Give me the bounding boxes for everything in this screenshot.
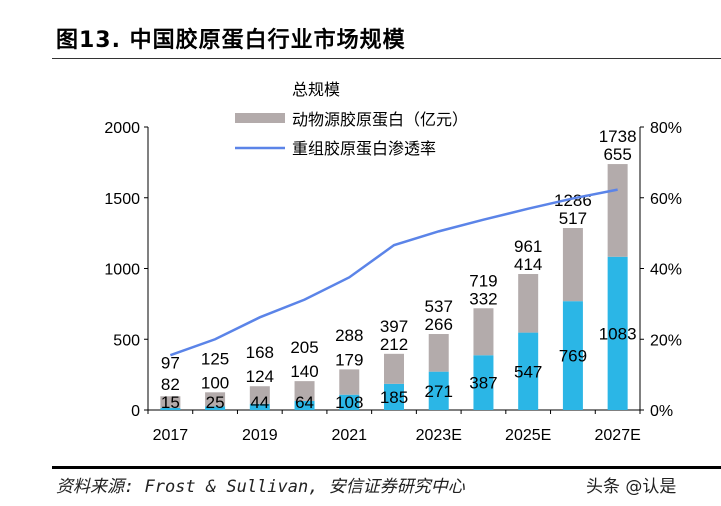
label-total: 719 [469,271,497,290]
label-total: 1738 [599,127,637,146]
bar-recombinant [205,406,226,410]
label-animal-derived: 179 [335,350,363,369]
bar-animal-derived [473,308,494,356]
legend-swatch-animal-derived [235,113,285,123]
bar-animal-derived [339,369,360,395]
label-animal-derived: 414 [514,255,542,274]
bar-recombinant [518,332,539,410]
x-tick-label: 2019 [242,427,278,444]
label-total: 537 [425,297,453,316]
chart-title: 图13. 中国胶原蛋白行业市场规模 [56,28,406,53]
label-total: 397 [380,317,408,336]
bar-recombinant [160,407,181,410]
bar-animal-derived [160,396,181,408]
x-tick-label: 2025E [505,427,551,444]
bar-recombinant [339,394,360,410]
bar-recombinant [294,400,315,410]
label-animal-derived: 266 [425,315,453,334]
label-total: 125 [201,349,229,368]
label-recombinant: 185 [380,388,408,407]
label-total: 168 [246,343,274,362]
x-tick-label: 2017 [153,427,189,444]
y2-tick-label: 80% [650,120,682,137]
label-recombinant: 15 [161,393,180,412]
x-tick-label: 2023E [416,427,462,444]
legend-penetration-label: 重组胶原蛋白渗透率 [292,139,436,158]
bar-animal-derived [384,353,404,384]
bar-animal-derived [428,334,449,372]
label-animal-derived: 140 [290,362,318,381]
label-recombinant: 64 [295,393,314,412]
source-note: 资料来源: Frost & Sullivan, 安信证券研究中心 [56,477,465,497]
title-divider [52,58,721,59]
label-animal-derived: 655 [603,145,631,164]
line-penetration-rate [169,188,618,357]
y-tick-label: 2000 [104,120,140,137]
bar-recombinant [607,256,628,410]
label-animal-derived: 124 [246,367,274,386]
bar-animal-derived [518,274,539,333]
label-total: 205 [290,338,318,357]
footer-divider [52,466,721,469]
y2-tick-label: 20% [650,332,682,349]
watermark: 头条 @认是 [586,477,677,497]
bar-animal-derived [562,228,583,302]
bar-recombinant [384,383,404,410]
bar-animal-derived [205,392,226,407]
label-recombinant: 271 [425,382,453,401]
y-tick-label: 1000 [104,262,140,279]
bar-animal-derived [607,164,628,257]
y-tick-label: 0 [131,403,140,420]
y-tick-label: 1500 [104,191,140,208]
label-animal-derived: 517 [559,209,587,228]
label-recombinant: 387 [469,374,497,393]
bar-recombinant [428,371,449,410]
bar-recombinant [249,403,270,410]
label-animal-derived: 212 [380,335,408,354]
x-tick-label: 2027E [595,427,641,444]
label-recombinant: 1083 [599,324,637,343]
y2-tick-label: 60% [650,191,682,208]
bar-recombinant [562,301,583,410]
y-tick-label: 500 [113,332,140,349]
label-recombinant: 25 [206,393,225,412]
label-total: 288 [335,326,363,345]
y2-tick-label: 0% [650,403,673,420]
y2-tick-label: 40% [650,262,682,279]
legend-total-label: 总规模 [292,80,340,99]
label-recombinant: 44 [250,393,269,412]
bar-animal-derived [294,381,315,401]
label-recombinant: 108 [335,393,363,412]
label-total: 97 [161,353,180,372]
x-tick-label: 2021 [331,427,367,444]
label-recombinant: 547 [514,362,542,381]
label-animal-derived: 82 [161,375,180,394]
label-recombinant: 769 [559,347,587,366]
bar-recombinant [473,355,494,410]
legend-animal-derived-label: 动物源胶原蛋白（亿元） [292,110,468,129]
label-total: 961 [514,237,542,256]
label-animal-derived: 332 [469,289,497,308]
label-animal-derived: 100 [201,373,229,392]
bar-animal-derived [249,386,270,404]
